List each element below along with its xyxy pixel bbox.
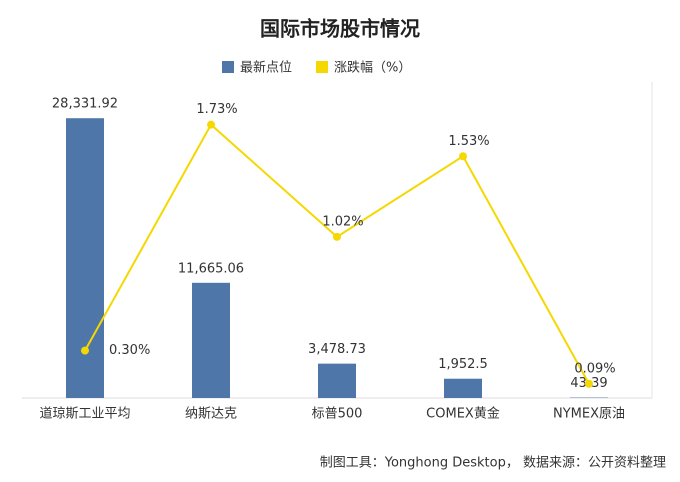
line-point <box>207 120 215 129</box>
value-label: 0.30% <box>109 343 150 358</box>
value-label: 1,952.5 <box>438 357 488 372</box>
bar <box>66 118 104 398</box>
note: 制图工具：Yonghong Desktop， 数据来源：公开资料整理 <box>320 456 666 471</box>
line-point <box>333 232 341 241</box>
line-point <box>585 379 593 388</box>
x-tick-label: 标普500 <box>312 407 363 422</box>
value-label: 28,331.92 <box>52 97 118 112</box>
legend-label: 涨跌幅（%） <box>334 60 411 76</box>
legend-label: 最新点位 <box>240 60 292 76</box>
line-point <box>459 152 467 161</box>
legend-swatch <box>316 61 329 73</box>
value-label: 1.73% <box>196 102 237 117</box>
x-tick-label: 纳斯达克 <box>185 407 237 422</box>
bar <box>444 378 482 398</box>
value-label: 11,665.06 <box>178 261 244 276</box>
x-tick-label: COMEX黄金 <box>426 406 500 422</box>
bar <box>192 282 230 398</box>
chart-title: 国际市场股市情况 <box>260 17 420 41</box>
x-tick-label: NYMEX原油 <box>553 407 625 422</box>
bar <box>318 363 356 398</box>
value-label: 1.53% <box>448 134 489 149</box>
value-label: 3,478.73 <box>308 342 366 357</box>
legend-swatch <box>222 61 234 73</box>
value-label: 0.09% <box>574 361 615 376</box>
line-point <box>81 346 89 355</box>
value-label: 1.02% <box>322 214 363 229</box>
x-tick-label: 道琼斯工业平均 <box>39 407 130 422</box>
